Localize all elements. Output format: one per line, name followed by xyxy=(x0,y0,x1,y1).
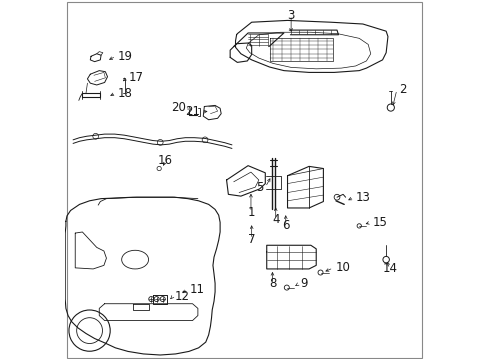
Text: 14: 14 xyxy=(382,262,396,275)
Text: 12: 12 xyxy=(174,290,189,303)
Text: 6: 6 xyxy=(282,219,289,233)
Text: 21: 21 xyxy=(184,105,199,118)
Text: 15: 15 xyxy=(372,216,386,229)
Text: 1: 1 xyxy=(247,206,254,219)
Text: 9: 9 xyxy=(300,278,307,291)
Text: 20: 20 xyxy=(171,101,185,114)
Text: 8: 8 xyxy=(268,278,276,291)
Text: 5: 5 xyxy=(256,181,263,194)
Text: 17: 17 xyxy=(128,71,143,84)
Text: 16: 16 xyxy=(158,154,173,167)
Text: 13: 13 xyxy=(355,191,370,204)
Text: 11: 11 xyxy=(189,283,204,296)
Text: 2: 2 xyxy=(398,83,406,96)
Text: 3: 3 xyxy=(287,9,294,22)
Text: 18: 18 xyxy=(118,87,133,100)
Text: 19: 19 xyxy=(118,50,133,63)
Text: 7: 7 xyxy=(247,233,255,246)
Text: 10: 10 xyxy=(335,261,349,274)
Text: 4: 4 xyxy=(271,213,279,226)
